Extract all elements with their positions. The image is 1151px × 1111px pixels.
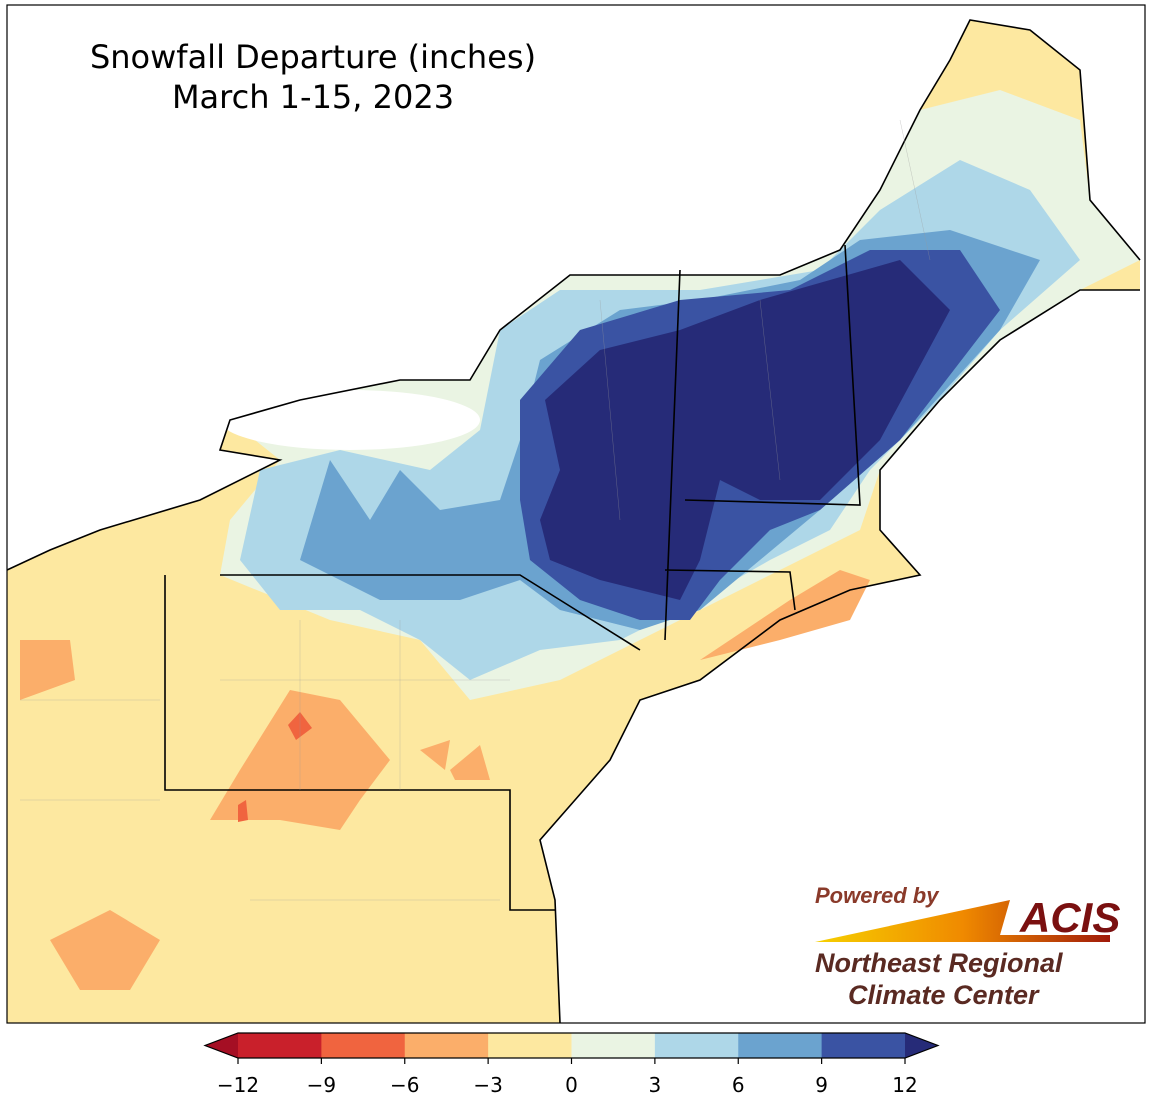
map (7, 19, 1141, 1023)
logo-line2: Climate Center (848, 980, 1040, 1010)
lake-ontario (220, 390, 480, 450)
colorbar-tick-label: −6 (390, 1073, 419, 1097)
colorbar-segment (321, 1033, 406, 1058)
colorbar-segment (238, 1033, 322, 1058)
zone-minus-6-9 (238, 712, 312, 822)
colorbar-segment (821, 1033, 906, 1058)
state-borders (7, 19, 1141, 1023)
colorbar-over (905, 1033, 938, 1058)
title-line: Snowfall Departure (inches) (90, 38, 536, 76)
colorbar-tick-label: −3 (473, 1073, 502, 1097)
colorbar-segment (488, 1033, 572, 1058)
colorbar-segment (738, 1033, 823, 1058)
county-lines (20, 119, 931, 901)
logo-brand: ACIS (1019, 894, 1120, 941)
colorbar-tick-label: −12 (217, 1073, 259, 1097)
colorbar-tick-label: −9 (307, 1073, 336, 1097)
colorbar-segment (404, 1033, 489, 1058)
colorbar: −12 −9 −6 −3 0 3 6 9 12 (203, 1032, 940, 1097)
zone-minus-3-6 (20, 570, 870, 990)
logo-swoosh (815, 900, 1110, 942)
zone-12-plus (540, 260, 950, 600)
subtitle-line: March 1-15, 2023 (172, 78, 454, 116)
colorbar-tick-label: 0 (565, 1073, 578, 1097)
logo: Powered by ACIS Northeast Regional Clima… (815, 883, 1120, 1010)
logo-powered: Powered by (815, 883, 940, 908)
colorbar-tick-label: 6 (732, 1073, 745, 1097)
colorbar-segment (571, 1033, 656, 1058)
colorbar-tick-label: 12 (892, 1073, 917, 1097)
logo-line1: Northeast Regional (815, 948, 1063, 978)
colorbar-under (205, 1033, 238, 1058)
colorbar-tick-label: 3 (649, 1073, 662, 1097)
colorbar-tick-label: 9 (815, 1073, 828, 1097)
map-frame (6, 4, 1146, 1024)
colorbar-segment (654, 1033, 739, 1058)
